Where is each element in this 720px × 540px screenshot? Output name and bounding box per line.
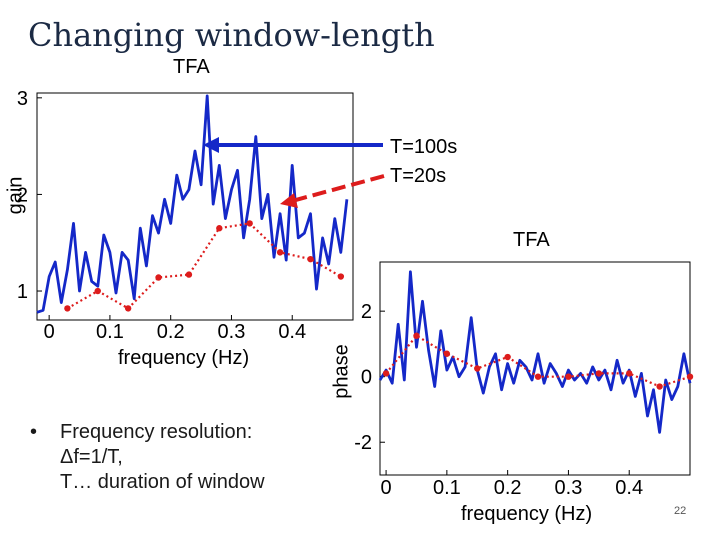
chart1-series-t20-point [276,249,284,256]
chart1-xtick-label: 0.4 [278,321,306,343]
chart2-series-t20-point [626,370,633,377]
chart1-series-t20-point [246,220,253,227]
chart2-xtick-label: 0.3 [555,477,583,499]
chart1-title: TFA [173,56,210,78]
chart2-series-t20-point [504,353,511,361]
chart2-xtick-label: 0.4 [615,477,643,499]
chart1-series-t20-point [155,274,162,281]
chart2-xtick-label: 0 [381,477,392,499]
chart1-series-t20-point [124,305,132,312]
chart2-ytick-label: 2 [361,301,372,323]
chart1-series-t20-point [337,273,345,280]
chart1-xtick-label: 0 [44,321,55,343]
chart2-title: TFA [513,229,550,251]
chart1-series-t20-point [216,225,223,232]
chart2-series-t100-line [378,270,692,434]
chart1-xtick-label: 0.3 [218,321,246,343]
chart1-xlabel: frequency (Hz) [118,347,250,369]
chart1-series-t20-point [185,271,193,278]
chart2-series-t20-point [413,332,420,339]
slide-number: 22 [674,505,687,517]
chart1-series-t20-line [66,222,342,310]
chart2-series-t20-point [686,373,694,380]
chart2-series-t20-point [474,365,481,372]
chart2-series-t20-point [595,370,603,377]
chart1-series-t100-line [36,94,349,314]
bullet-line-1: Frequency resolution: [60,421,253,443]
chart2-xtick-label: 0.2 [494,477,522,499]
chart1-frame [36,92,354,321]
legend-t20-arrow [291,174,385,203]
chart1-series-t20-point [307,255,314,263]
legend-t100-arrowhead [203,137,219,153]
chart1-ytick-label: 1 [17,281,28,303]
chart2-xlabel: frequency (Hz) [461,503,593,525]
chart1-series-t20-point [94,287,101,295]
chart2-frame [379,261,691,476]
legend-t20: T=20s [390,165,447,187]
chart1-xtick-label: 0.1 [96,321,124,343]
chart2-series-t20-point [443,350,451,357]
chart2-series-t20-point [534,373,542,380]
chart2-xtick-label: 0.1 [433,477,461,499]
bullet-line-2: Δf=1/T, [60,446,123,468]
legend-t100: T=100s [390,136,458,158]
chart1-ytick-label: 3 [17,88,28,110]
chart2-ytick-label: 0 [361,367,372,389]
chart2-series-t20-point [565,373,572,380]
slide-title: Changing window-length [28,16,435,54]
bullet-line-3: T… duration of window [60,471,265,493]
bullet-marker: • [30,421,38,443]
chart1-ytick-label: 2 [17,184,28,206]
chart1-xtick-label: 0.2 [157,321,185,343]
chart1-series-t20-point [64,305,71,312]
chart2-ytick-label: -2 [354,432,372,454]
chart2-series-t20-point [382,370,390,377]
chart2-series-t20-point [656,383,663,390]
legend-t20-arrowhead [280,193,298,208]
